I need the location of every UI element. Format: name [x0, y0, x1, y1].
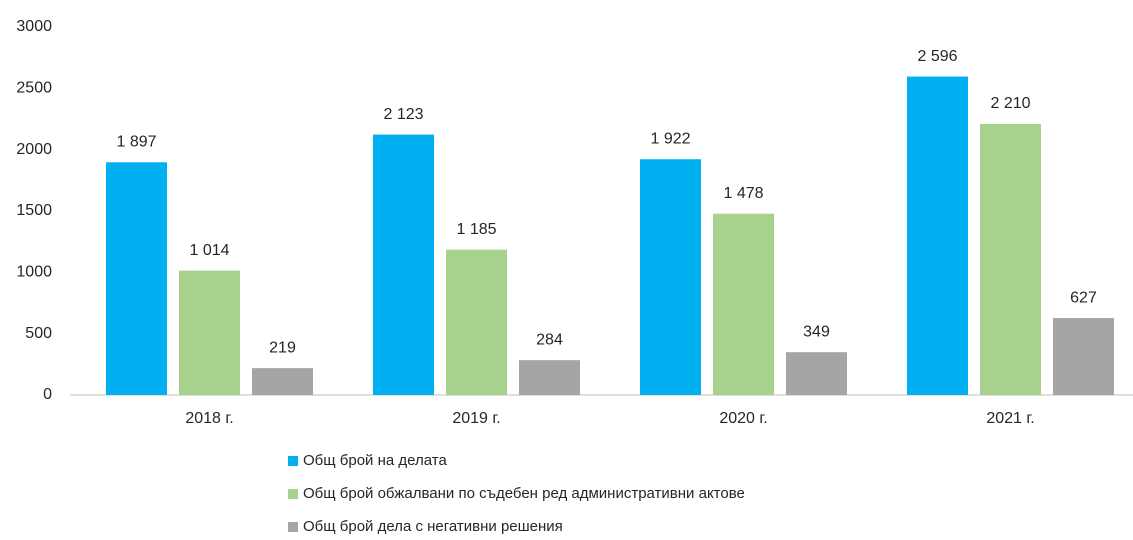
value-label: 2 596: [917, 48, 957, 65]
legend-swatch: [288, 522, 298, 532]
bar: [907, 76, 968, 395]
x-tick-label: 2019 г.: [452, 410, 500, 427]
y-tick-label: 500: [25, 325, 52, 342]
bar: [519, 360, 580, 395]
legend-swatch: [288, 489, 298, 499]
value-label: 219: [269, 339, 296, 356]
x-tick-label: 2020 г.: [719, 410, 767, 427]
y-tick-label: 1500: [16, 202, 52, 219]
legend-label: Общ брой обжалвани по съдебен ред админи…: [303, 485, 745, 502]
value-label: 1 922: [650, 130, 690, 147]
bar: [640, 159, 701, 395]
x-tick-label: 2021 г.: [986, 410, 1034, 427]
legend-label: Общ брой на делата: [303, 452, 447, 469]
value-label: 627: [1070, 289, 1097, 306]
value-label: 284: [536, 331, 563, 348]
y-tick-label: 1000: [16, 264, 52, 281]
value-label: 349: [803, 323, 830, 340]
value-label: 2 210: [990, 95, 1030, 112]
y-tick-label: 0: [43, 386, 52, 403]
bar: [179, 270, 240, 395]
legend-swatch: [288, 456, 298, 466]
bar: [786, 352, 847, 395]
bar: [106, 162, 167, 395]
bar: [446, 249, 507, 395]
bar: [1053, 318, 1114, 395]
x-tick-label: 2018 г.: [185, 410, 233, 427]
legend-label: Общ брой дела с негативни решения: [303, 518, 563, 535]
value-label: 1 478: [723, 185, 763, 202]
value-label: 2 123: [383, 106, 423, 123]
y-tick-label: 3000: [16, 18, 52, 35]
value-label: 1 897: [116, 134, 156, 151]
y-tick-label: 2500: [16, 80, 52, 97]
y-tick-label: 2000: [16, 141, 52, 158]
value-label: 1 014: [189, 242, 229, 259]
bar: [252, 368, 313, 395]
value-label: 1 185: [456, 221, 496, 238]
bar: [980, 123, 1041, 395]
bar: [713, 213, 774, 395]
bar: [373, 134, 434, 395]
